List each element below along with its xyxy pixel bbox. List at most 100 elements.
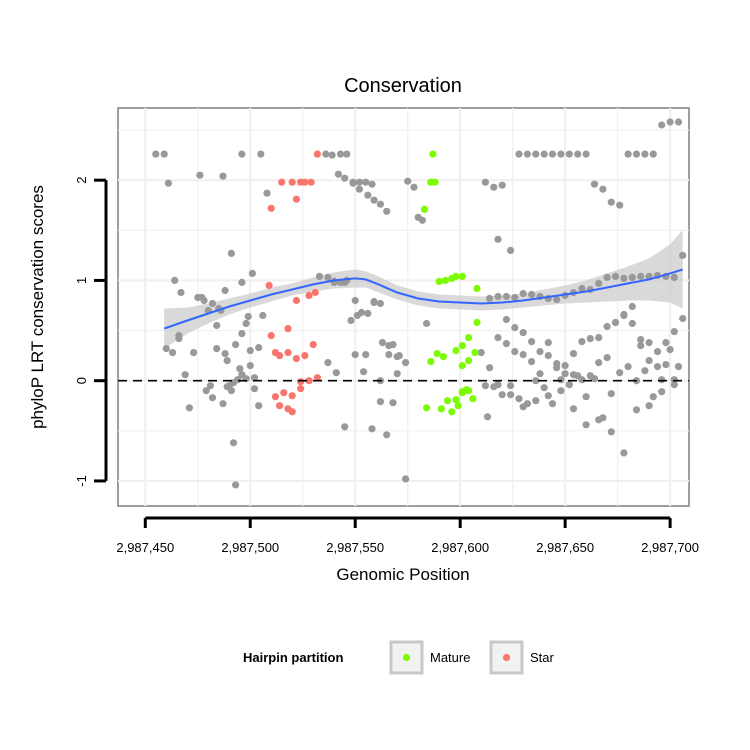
- point-other: [362, 178, 370, 186]
- point-other: [544, 352, 552, 360]
- point-mature: [448, 408, 456, 416]
- point-other: [347, 316, 355, 325]
- point-other: [263, 189, 271, 197]
- point-mature: [454, 402, 462, 410]
- point-other: [532, 377, 540, 385]
- point-other: [389, 399, 397, 407]
- point-other: [632, 406, 641, 414]
- point-other: [595, 359, 603, 367]
- point-other: [544, 392, 552, 400]
- point-other: [519, 329, 527, 337]
- x-tick-label: 2,987,700: [641, 540, 699, 555]
- point-other: [586, 335, 594, 343]
- point-other: [250, 374, 259, 382]
- point-other: [569, 350, 578, 358]
- point-other: [351, 296, 359, 305]
- point-star: [301, 178, 309, 186]
- point-other: [616, 369, 624, 377]
- point-other: [341, 278, 349, 286]
- point-other: [603, 354, 611, 362]
- point-star: [292, 296, 300, 305]
- point-other: [590, 180, 599, 188]
- point-other: [481, 382, 489, 390]
- point-other: [248, 269, 256, 277]
- smooth-line: [163, 268, 684, 330]
- point-mature: [452, 396, 460, 404]
- point-star: [267, 332, 275, 340]
- point-other: [624, 150, 632, 158]
- point-other: [164, 179, 172, 187]
- plot-panel: [117, 107, 690, 507]
- point-other: [578, 338, 586, 346]
- point-other: [315, 272, 324, 280]
- point-star: [305, 377, 313, 385]
- point-other: [536, 370, 544, 378]
- point-other: [393, 353, 401, 361]
- point-star: [297, 378, 305, 386]
- point-star: [267, 204, 275, 212]
- point-other: [402, 475, 410, 483]
- point-other: [223, 357, 231, 365]
- point-other: [645, 402, 653, 410]
- point-star: [307, 178, 315, 186]
- point-star: [284, 325, 292, 333]
- point-other: [662, 339, 670, 347]
- point-other: [536, 348, 544, 356]
- legend-label-star: Star: [530, 650, 555, 665]
- point-other: [324, 273, 332, 281]
- point-mature: [471, 349, 479, 357]
- point-other: [607, 390, 615, 398]
- point-star: [284, 349, 292, 357]
- point-other: [383, 431, 391, 439]
- point-other: [336, 150, 345, 158]
- point-other: [351, 351, 359, 359]
- point-other: [557, 150, 565, 158]
- point-other: [171, 276, 179, 284]
- point-other: [507, 382, 515, 390]
- point-other: [370, 196, 378, 204]
- point-mature: [458, 362, 466, 370]
- point-other: [385, 342, 393, 350]
- point-other: [353, 311, 361, 320]
- point-other: [410, 183, 418, 191]
- point-other: [341, 423, 349, 431]
- point-other: [565, 381, 573, 389]
- point-star: [313, 150, 321, 158]
- point-other: [637, 342, 645, 350]
- point-other: [200, 296, 208, 305]
- point-other: [213, 321, 221, 330]
- point-other: [670, 376, 678, 384]
- point-other: [393, 370, 401, 378]
- point-other: [641, 150, 649, 158]
- point-other: [190, 349, 198, 357]
- y-axis-label: phyloP LRT conservation scores: [28, 185, 47, 429]
- point-other: [662, 361, 670, 369]
- point-other: [561, 370, 569, 378]
- point-other: [378, 339, 387, 347]
- point-other: [332, 369, 340, 377]
- point-other: [169, 349, 177, 357]
- point-other: [511, 324, 519, 332]
- point-other: [620, 274, 628, 282]
- point-other: [658, 376, 666, 384]
- x-axis: 2,987,450 2,987,500 2,987,550 2,987,600 2,98…: [116, 516, 699, 555]
- point-other: [355, 185, 363, 193]
- point-other: [582, 421, 590, 429]
- point-other: [502, 292, 510, 301]
- point-star: [276, 402, 284, 410]
- chart-title: Conservation: [344, 75, 462, 97]
- point-mature: [429, 150, 437, 158]
- point-other: [494, 292, 502, 301]
- point-mature: [458, 342, 466, 350]
- point-other: [528, 358, 536, 366]
- point-mature: [452, 347, 460, 355]
- point-other: [221, 286, 229, 295]
- point-star: [276, 352, 284, 360]
- point-other: [679, 314, 687, 323]
- point-other: [219, 172, 227, 180]
- point-other: [257, 150, 265, 158]
- point-other: [574, 150, 582, 158]
- point-other: [528, 338, 536, 346]
- point-other: [481, 178, 489, 186]
- point-other: [679, 251, 687, 259]
